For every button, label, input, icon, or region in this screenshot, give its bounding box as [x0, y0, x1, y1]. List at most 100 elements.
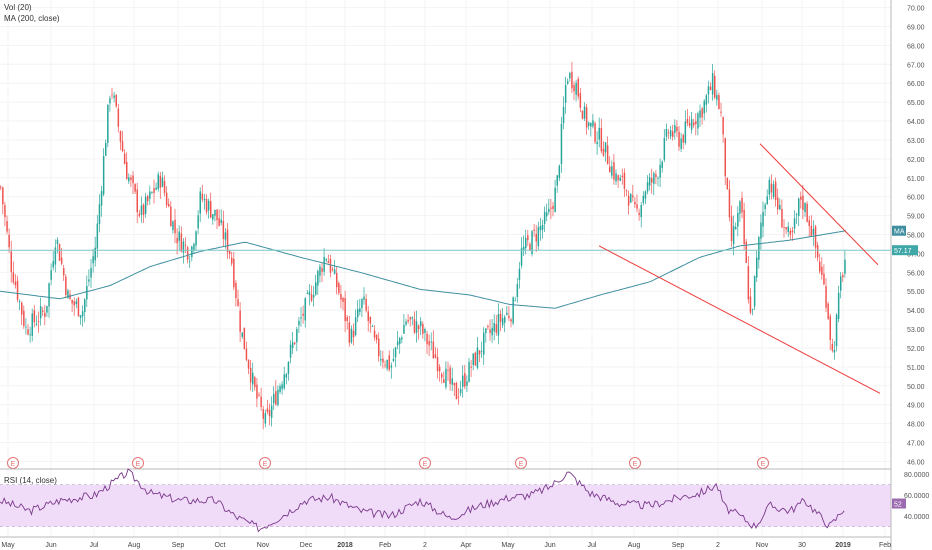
candle-body [814, 226, 817, 248]
candle [837, 285, 840, 323]
candle [268, 403, 271, 426]
candle [338, 281, 340, 296]
candle [546, 203, 548, 222]
candle-body [151, 192, 153, 193]
time-tick-label: 2019 [835, 542, 851, 549]
candle [562, 96, 565, 130]
candle [840, 272, 842, 299]
candle [785, 226, 787, 234]
candle [802, 184, 804, 220]
candle [325, 257, 327, 263]
candle-body [711, 73, 714, 95]
candle [287, 361, 290, 381]
candle-body [762, 211, 764, 227]
candle [644, 190, 647, 205]
rsi-legend[interactable]: RSI (14, close) [4, 476, 57, 485]
candle [327, 254, 330, 264]
candle [149, 185, 151, 205]
time-tick-label: 2018 [337, 542, 353, 549]
candle-body [220, 219, 222, 223]
candle-body [178, 231, 180, 241]
candle-body [588, 122, 590, 126]
candle-body [609, 166, 611, 173]
candle-body [617, 175, 619, 181]
candle-body [241, 332, 243, 337]
candle [676, 120, 678, 137]
candle-body [768, 179, 771, 195]
time-tick-label: 30 [798, 542, 806, 549]
candle-body [726, 177, 729, 190]
price-badge-text: 57.17 [894, 248, 912, 255]
candle [136, 182, 138, 224]
candle [346, 314, 348, 330]
candle-body [411, 316, 414, 319]
candle-body [373, 330, 376, 338]
candle [0, 185, 2, 191]
candle [684, 110, 687, 145]
candle-body [831, 343, 834, 351]
candle-body [350, 328, 353, 343]
candle [277, 385, 279, 407]
candle [476, 336, 479, 370]
candle-body [117, 108, 120, 127]
candle [273, 386, 275, 411]
candle-body [474, 352, 477, 366]
earnings-label: E [11, 461, 16, 468]
candle [165, 186, 168, 208]
candle [394, 346, 397, 368]
vol-legend[interactable]: Vol (20) [4, 3, 32, 12]
candle [90, 259, 92, 288]
ma-legend[interactable]: MA (200, close) [4, 14, 60, 23]
earnings-marker: E [515, 457, 527, 469]
candle-body [543, 211, 546, 224]
candle-body [260, 396, 262, 407]
candle-body [802, 195, 804, 210]
price-tick-label: 50.00 [907, 384, 925, 391]
candle-body [247, 360, 250, 369]
candle [432, 330, 435, 359]
candle-body [470, 366, 472, 368]
candle-body [388, 355, 390, 370]
candle [228, 249, 231, 259]
candle-body [573, 85, 575, 92]
price-axis-ticks: 46.00 47.00 48.00 49.00 50.00 51.00 52.00 53.00… [907, 6, 925, 467]
candle-body [468, 361, 470, 382]
time-tick-label: Jul [588, 542, 597, 549]
candle [699, 104, 701, 127]
candle [373, 325, 376, 341]
candle-body [787, 226, 789, 233]
candle [142, 203, 145, 223]
candle-body [159, 175, 162, 188]
candle-body [699, 110, 701, 118]
candle-body [531, 231, 533, 255]
candle-body [506, 312, 508, 315]
candle-body [180, 233, 183, 252]
candle-body [777, 197, 779, 210]
candle [514, 296, 516, 302]
candle-body [602, 148, 605, 156]
price-tick-label: 54.00 [907, 308, 925, 315]
candle-body [659, 164, 661, 178]
candle [392, 348, 395, 363]
candle [821, 257, 823, 280]
ma-badge: MA [892, 225, 906, 236]
candle [12, 261, 15, 285]
candle-body [52, 261, 54, 268]
candle-body [126, 161, 128, 180]
candle [378, 332, 380, 362]
candle [380, 350, 382, 367]
candle [548, 198, 550, 215]
candle [489, 319, 491, 341]
candle-body [382, 358, 384, 363]
candle-body [749, 296, 752, 313]
candle-body [491, 327, 493, 336]
candle-body [600, 128, 603, 152]
candle-body [115, 94, 117, 107]
candle-body [18, 301, 21, 302]
earnings-marker: E [629, 457, 641, 469]
candle [31, 308, 33, 342]
candle [560, 116, 563, 173]
time-tick-label: Aug [128, 542, 141, 549]
candle-body [766, 196, 768, 205]
candle [317, 269, 319, 295]
